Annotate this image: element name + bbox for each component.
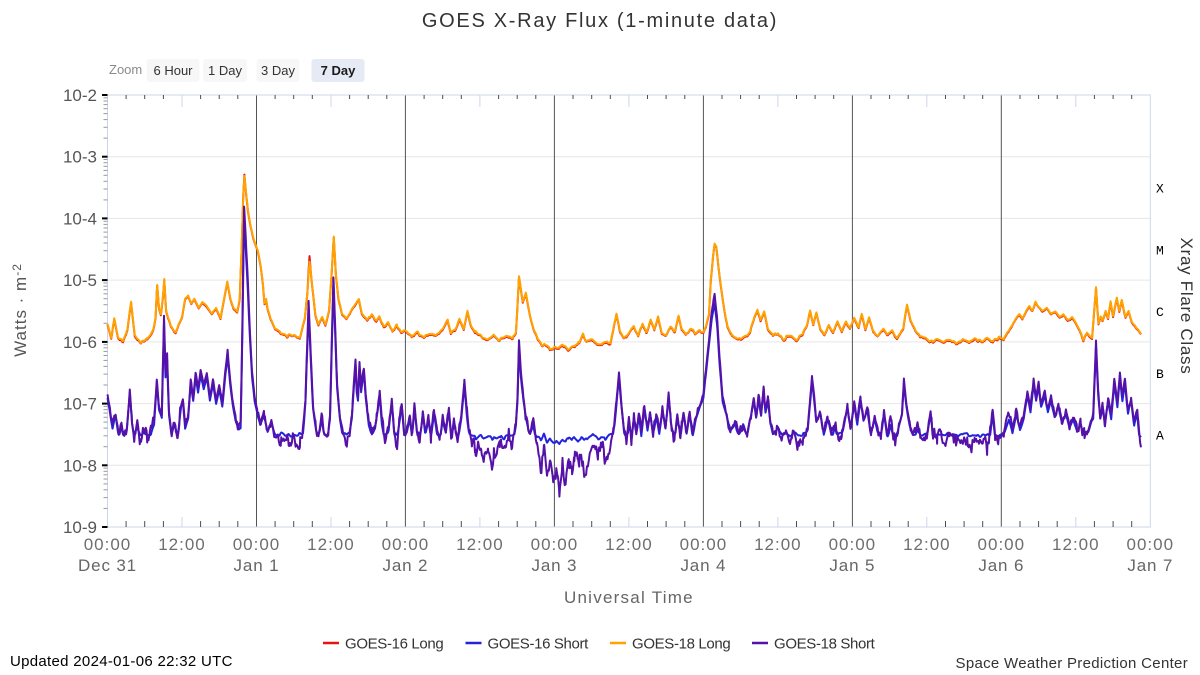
svg-text:GOES-18 Short: GOES-18 Short <box>774 636 876 653</box>
svg-text:Jan 7: Jan 7 <box>1127 556 1173 575</box>
svg-text:12:00: 12:00 <box>158 535 206 554</box>
svg-text:GOES X-Ray Flux (1-minute data: GOES X-Ray Flux (1-minute data) <box>422 10 778 32</box>
svg-text:00:00: 00:00 <box>829 535 877 554</box>
svg-text:Dec 31: Dec 31 <box>78 556 137 575</box>
svg-text:10-5: 10-5 <box>63 271 97 290</box>
svg-text:10-9: 10-9 <box>63 518 97 537</box>
svg-text:1 Day: 1 Day <box>208 63 242 78</box>
svg-text:M: M <box>1156 243 1164 258</box>
svg-text:00:00: 00:00 <box>531 535 579 554</box>
svg-text:Jan 2: Jan 2 <box>383 556 429 575</box>
svg-text:Jan 4: Jan 4 <box>680 556 726 575</box>
svg-text:12:00: 12:00 <box>903 535 951 554</box>
svg-text:10-7: 10-7 <box>63 395 97 414</box>
svg-text:Jan 5: Jan 5 <box>829 556 875 575</box>
svg-text:6 Hour: 6 Hour <box>153 63 193 78</box>
svg-text:12:00: 12:00 <box>1052 535 1100 554</box>
svg-text:00:00: 00:00 <box>233 535 281 554</box>
svg-text:Jan 1: Jan 1 <box>234 556 280 575</box>
svg-text:12:00: 12:00 <box>456 535 504 554</box>
svg-text:12:00: 12:00 <box>754 535 802 554</box>
svg-text:Zoom: Zoom <box>109 62 142 77</box>
svg-text:Jan 3: Jan 3 <box>531 556 577 575</box>
svg-text:X: X <box>1156 182 1164 197</box>
svg-text:Watts · m-2: Watts · m-2 <box>10 263 30 357</box>
svg-text:10-6: 10-6 <box>63 333 97 352</box>
svg-text:10-4: 10-4 <box>63 209 97 228</box>
svg-text:00:00: 00:00 <box>978 535 1026 554</box>
svg-text:00:00: 00:00 <box>382 535 430 554</box>
svg-text:10-8: 10-8 <box>63 456 97 475</box>
svg-text:GOES-18 Long: GOES-18 Long <box>632 636 730 653</box>
svg-text:3 Day: 3 Day <box>261 63 295 78</box>
svg-text:GOES-16 Long: GOES-16 Long <box>345 636 443 653</box>
svg-text:10-3: 10-3 <box>63 148 97 167</box>
svg-text:12:00: 12:00 <box>307 535 355 554</box>
svg-text:00:00: 00:00 <box>84 535 132 554</box>
svg-text:12:00: 12:00 <box>605 535 653 554</box>
svg-text:GOES-16 Short: GOES-16 Short <box>488 636 590 653</box>
svg-text:00:00: 00:00 <box>1127 535 1175 554</box>
svg-text:Jan 6: Jan 6 <box>978 556 1024 575</box>
svg-text:Space Weather Prediction Cente: Space Weather Prediction Center <box>956 655 1188 672</box>
svg-text:Updated 2024-01-06 22:32 UTC: Updated 2024-01-06 22:32 UTC <box>10 653 233 670</box>
svg-text:7 Day: 7 Day <box>321 63 356 78</box>
svg-text:B: B <box>1156 367 1164 382</box>
svg-text:C: C <box>1156 305 1164 320</box>
svg-text:Universal Time: Universal Time <box>564 588 694 607</box>
svg-text:10-2: 10-2 <box>63 86 97 105</box>
svg-text:A: A <box>1156 429 1164 444</box>
svg-text:Xray Flare Class: Xray Flare Class <box>1177 238 1196 375</box>
svg-text:00:00: 00:00 <box>680 535 728 554</box>
